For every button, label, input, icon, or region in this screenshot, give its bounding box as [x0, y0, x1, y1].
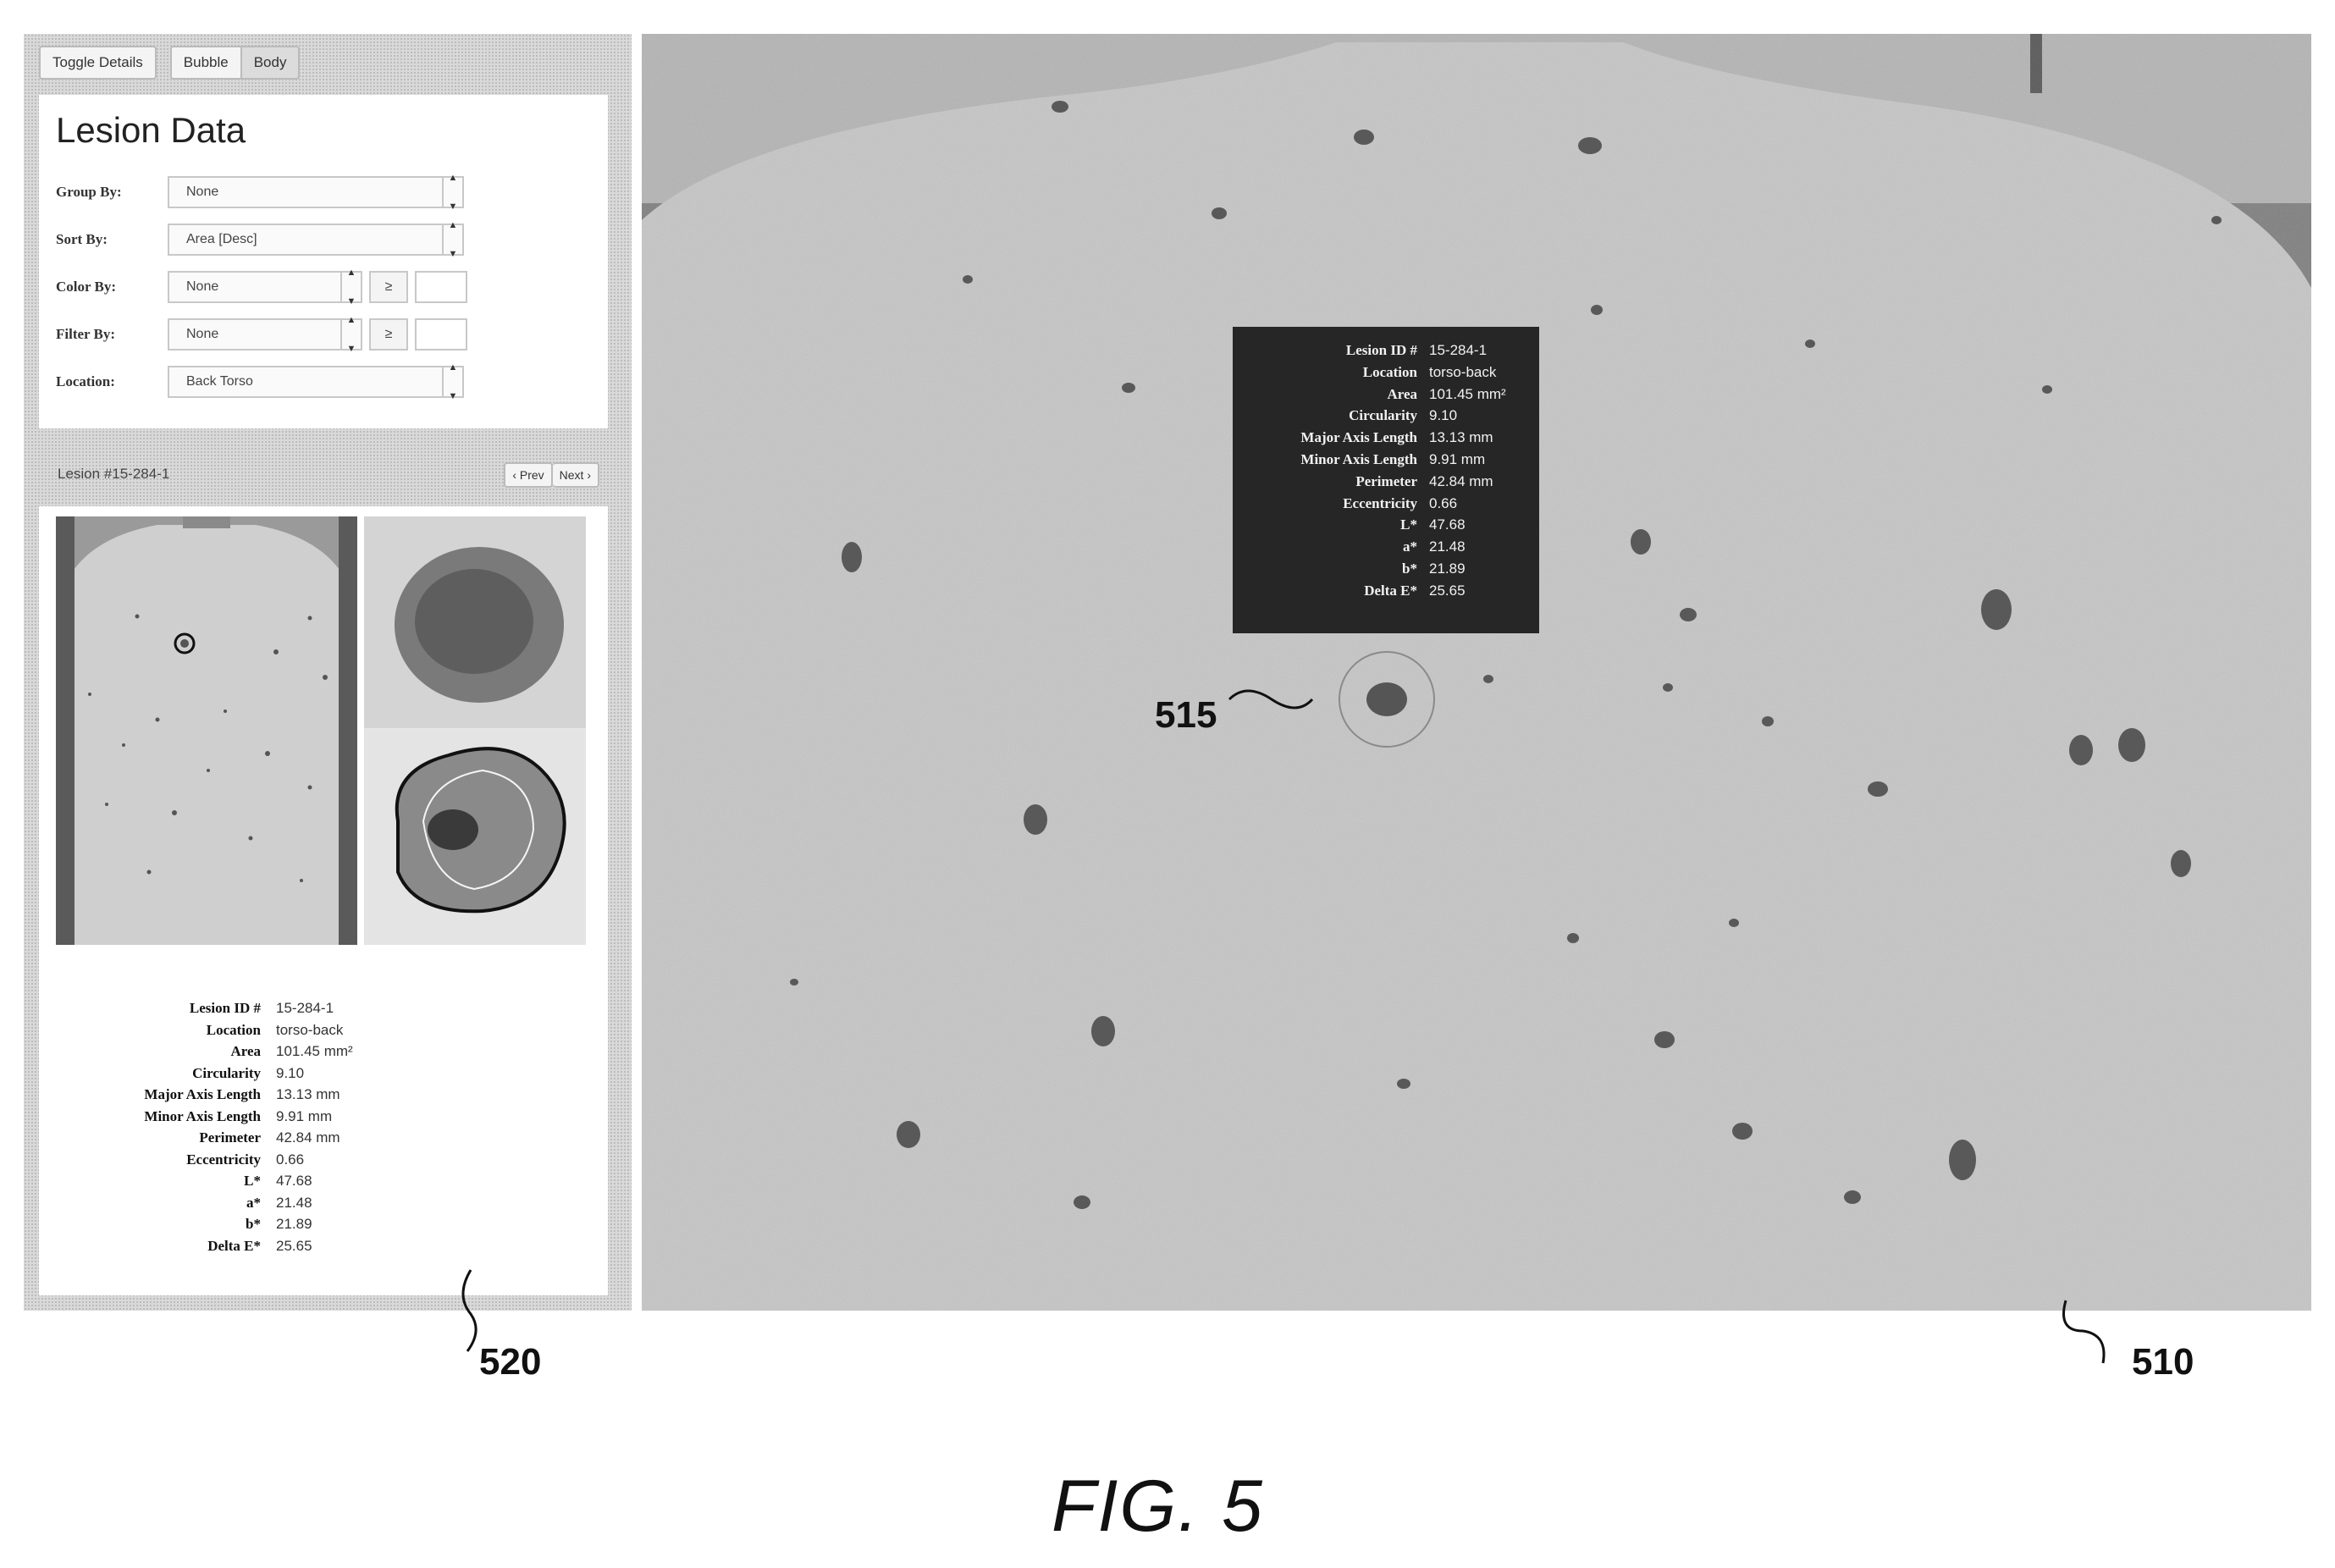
reference-515: 515: [1155, 694, 1217, 737]
figure-caption: FIG. 5: [1052, 1465, 1264, 1549]
reference-520: 520: [479, 1341, 541, 1383]
reference-510: 510: [2132, 1341, 2194, 1383]
